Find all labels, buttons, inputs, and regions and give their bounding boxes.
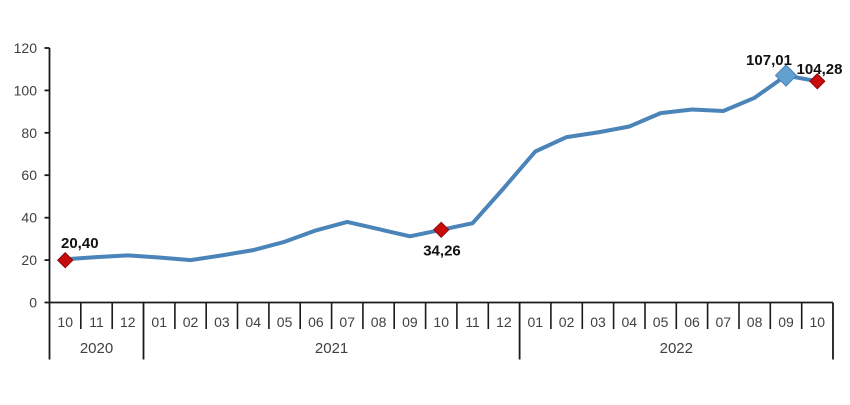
svg-text:2021: 2021 [315,340,348,357]
svg-text:11: 11 [89,314,104,330]
svg-text:2022: 2022 [660,340,693,357]
svg-text:03: 03 [590,314,606,330]
svg-text:104,28: 104,28 [797,61,843,78]
svg-text:10: 10 [810,314,826,330]
svg-text:120: 120 [14,40,38,56]
svg-text:05: 05 [653,314,669,330]
svg-text:10: 10 [433,314,449,330]
svg-text:02: 02 [559,314,575,330]
svg-text:03: 03 [214,314,230,330]
svg-text:09: 09 [402,314,418,330]
svg-text:80: 80 [21,125,37,141]
svg-text:06: 06 [684,314,700,330]
svg-text:08: 08 [747,314,763,330]
svg-text:07: 07 [716,314,732,330]
svg-text:10: 10 [57,314,73,330]
svg-text:34,26: 34,26 [423,243,461,260]
svg-text:07: 07 [339,314,355,330]
svg-text:2020: 2020 [80,340,113,357]
svg-text:12: 12 [120,314,136,330]
svg-text:04: 04 [622,314,638,330]
svg-text:0: 0 [29,295,37,311]
svg-text:11: 11 [465,314,480,330]
svg-text:01: 01 [151,314,167,330]
svg-text:05: 05 [277,314,293,330]
svg-text:04: 04 [245,314,261,330]
svg-text:09: 09 [778,314,794,330]
svg-text:20,40: 20,40 [61,235,99,252]
svg-text:100: 100 [14,82,38,98]
svg-text:107,01: 107,01 [746,52,792,69]
svg-text:01: 01 [528,314,544,330]
svg-text:08: 08 [371,314,387,330]
svg-text:40: 40 [21,210,37,226]
svg-text:60: 60 [21,167,37,183]
svg-text:12: 12 [496,314,512,330]
svg-text:02: 02 [183,314,199,330]
svg-text:06: 06 [308,314,324,330]
svg-text:20: 20 [21,252,37,268]
